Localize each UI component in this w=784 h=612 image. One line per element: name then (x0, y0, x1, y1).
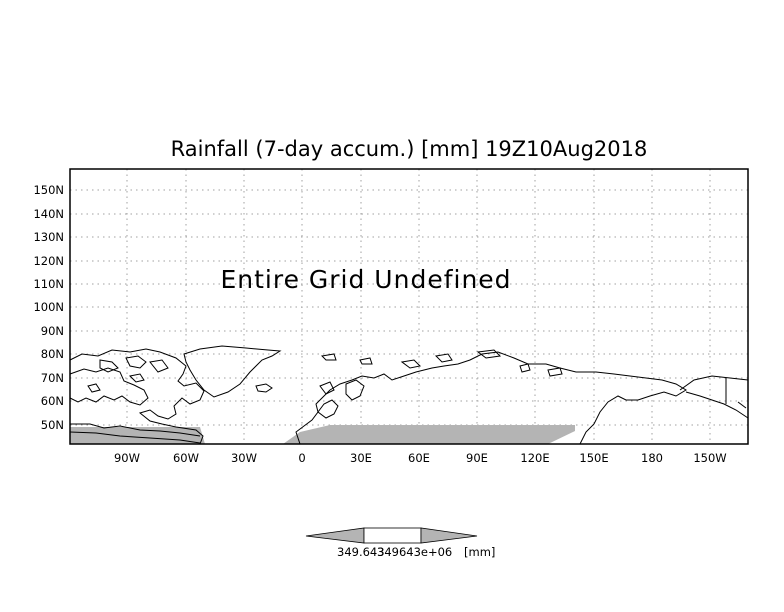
lat-label: 100N (33, 300, 64, 314)
lon-label: 90W (114, 451, 140, 465)
lat-label: 120N (33, 254, 64, 268)
lat-label: 140N (33, 207, 64, 221)
lon-axis: 90W 60W 30W 0 30E 60E 90E 120E 150E 180 … (114, 451, 727, 465)
map-background (70, 169, 748, 444)
lon-label: 150W (693, 451, 726, 465)
lat-label: 60N (41, 394, 64, 408)
lon-label: 120E (520, 451, 549, 465)
colorbar-min-label: 349.643 (337, 545, 385, 559)
colorbar-max-label: 349643e+06 (377, 545, 452, 559)
colorbar-left-arrow (305, 527, 365, 544)
gridlines (70, 169, 748, 444)
lat-label: 80N (41, 347, 64, 361)
lon-label: 0 (298, 451, 305, 465)
map-panel (69, 168, 749, 445)
colorbar: 349.643 349643e+06 [mm] (305, 527, 495, 559)
colorbar-center-box (363, 527, 422, 544)
lat-axis: 150N 140N 130N 120N 110N 100N 90N 80N 70… (33, 183, 64, 432)
lon-label: 150E (579, 451, 608, 465)
coastlines (69, 345, 749, 445)
lon-label: 60W (173, 451, 199, 465)
map-frame (69, 168, 749, 445)
lat-label: 130N (33, 230, 64, 244)
lon-label: 30W (231, 451, 257, 465)
lon-label: 180 (641, 451, 663, 465)
lat-label: 50N (41, 418, 64, 432)
map-title: Rainfall (7-day accum.) [mm] 19Z10Aug201… (171, 137, 648, 161)
lon-label: 30E (350, 451, 372, 465)
lat-label: 90N (41, 324, 64, 338)
lat-label: 110N (33, 277, 64, 291)
lon-label: 90E (466, 451, 488, 465)
lon-label: 60E (408, 451, 430, 465)
undefined-grid-message: Entire Grid Undefined (220, 265, 511, 294)
colorbar-right-arrow (420, 527, 478, 544)
lat-label: 150N (33, 183, 64, 197)
shaded-region (70, 425, 575, 444)
colorbar-unit-label: [mm] (464, 545, 495, 559)
lat-label: 70N (41, 371, 64, 385)
